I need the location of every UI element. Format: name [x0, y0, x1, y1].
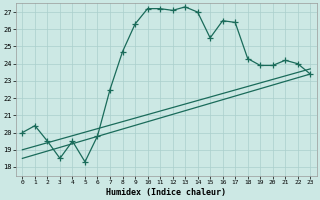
X-axis label: Humidex (Indice chaleur): Humidex (Indice chaleur): [106, 188, 226, 197]
